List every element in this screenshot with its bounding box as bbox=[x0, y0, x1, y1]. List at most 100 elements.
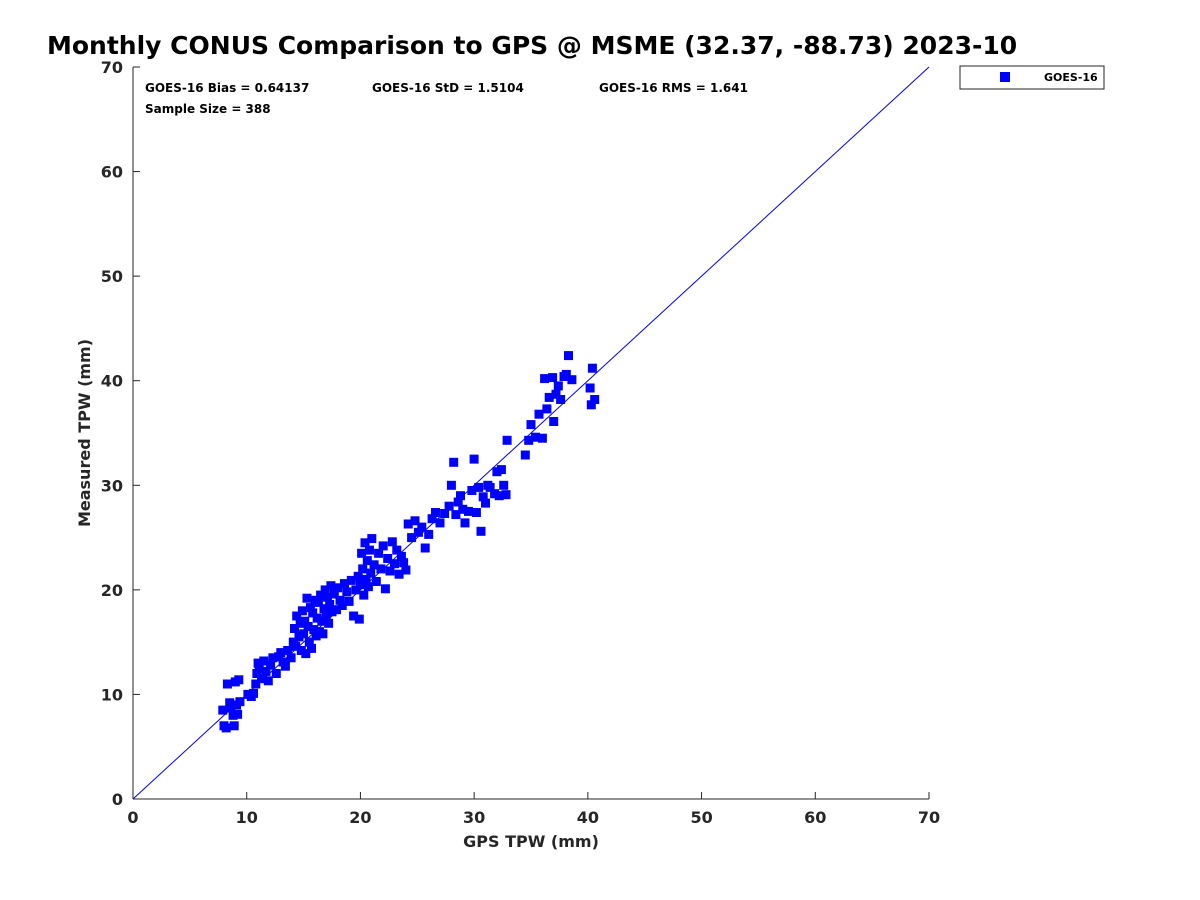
data-point bbox=[354, 614, 364, 624]
data-point bbox=[235, 697, 245, 707]
data-point bbox=[544, 392, 554, 402]
data-point bbox=[307, 643, 316, 653]
data-point bbox=[471, 508, 481, 517]
data-point bbox=[261, 666, 271, 676]
data-point bbox=[499, 480, 509, 490]
data-point bbox=[266, 660, 276, 670]
data-point bbox=[276, 648, 286, 658]
data-point bbox=[464, 506, 473, 516]
data-point bbox=[362, 556, 372, 566]
data-point bbox=[392, 545, 402, 555]
data-point bbox=[474, 482, 484, 492]
data-point bbox=[385, 566, 395, 576]
data-point bbox=[249, 688, 258, 698]
y-tick-label: 10 bbox=[101, 685, 123, 704]
data-point bbox=[431, 508, 440, 517]
data-point bbox=[456, 491, 465, 501]
data-point bbox=[329, 589, 339, 599]
data-point bbox=[349, 611, 359, 621]
data-point bbox=[280, 661, 290, 671]
data-point bbox=[490, 489, 500, 499]
data-point bbox=[324, 618, 334, 628]
y-tick-label: 60 bbox=[101, 163, 123, 182]
data-point bbox=[313, 597, 323, 607]
data-point bbox=[335, 595, 345, 605]
data-point bbox=[325, 600, 335, 609]
data-point bbox=[337, 601, 347, 610]
data-point bbox=[390, 559, 399, 569]
x-tick-label: 70 bbox=[918, 808, 940, 827]
data-point bbox=[361, 574, 371, 584]
data-point bbox=[357, 548, 367, 558]
data-point bbox=[413, 527, 423, 537]
y-axis-label: Measured TPW (mm) bbox=[75, 339, 94, 527]
data-point bbox=[420, 543, 430, 553]
data-point bbox=[485, 482, 495, 492]
data-point bbox=[371, 577, 381, 586]
data-point bbox=[233, 709, 243, 719]
data-point bbox=[290, 624, 299, 633]
data-point bbox=[294, 632, 304, 642]
x-tick-label: 0 bbox=[127, 808, 138, 827]
data-point bbox=[301, 649, 311, 659]
data-point bbox=[229, 721, 239, 731]
data-point bbox=[469, 454, 479, 464]
data-point bbox=[300, 616, 310, 626]
data-point bbox=[417, 522, 427, 532]
data-point bbox=[481, 498, 490, 508]
data-point bbox=[221, 723, 231, 733]
data-point bbox=[355, 580, 365, 590]
data-point bbox=[351, 585, 361, 595]
data-point bbox=[440, 509, 450, 518]
data-point bbox=[585, 383, 595, 393]
data-point bbox=[564, 351, 573, 361]
data-point bbox=[451, 510, 461, 520]
data-point bbox=[494, 491, 504, 501]
data-point bbox=[317, 616, 327, 626]
data-point bbox=[366, 568, 376, 578]
data-point bbox=[225, 698, 235, 708]
data-point bbox=[496, 465, 506, 475]
stat-rms: GOES-16 RMS = 1.641 bbox=[599, 81, 748, 95]
x-tick-label: 30 bbox=[463, 808, 485, 827]
data-point bbox=[467, 486, 477, 495]
data-point bbox=[549, 417, 559, 426]
data-point bbox=[369, 560, 379, 570]
data-point bbox=[292, 611, 302, 621]
data-point bbox=[318, 629, 328, 639]
data-point bbox=[222, 679, 232, 689]
data-point bbox=[502, 435, 512, 445]
data-point bbox=[537, 433, 547, 443]
data-point bbox=[396, 551, 406, 561]
x-tick-label: 10 bbox=[236, 808, 258, 827]
data-point bbox=[321, 611, 331, 621]
data-point bbox=[586, 400, 596, 410]
y-tick-label: 70 bbox=[101, 58, 123, 77]
data-point bbox=[587, 363, 597, 373]
data-points-layer bbox=[218, 351, 600, 733]
data-point bbox=[394, 569, 404, 579]
x-tick-label: 50 bbox=[690, 808, 712, 827]
data-point bbox=[476, 526, 486, 536]
legend-label: GOES-16 bbox=[1044, 71, 1098, 84]
data-point bbox=[342, 587, 352, 597]
data-point bbox=[299, 629, 309, 639]
data-point bbox=[346, 575, 356, 585]
legend-box bbox=[959, 65, 1105, 90]
data-point bbox=[363, 582, 373, 592]
x-tick-label: 60 bbox=[804, 808, 826, 827]
stat-sample-size: Sample Size = 388 bbox=[145, 102, 271, 116]
data-point bbox=[542, 404, 552, 414]
data-point bbox=[460, 518, 470, 528]
data-point bbox=[590, 395, 600, 404]
data-point bbox=[291, 641, 301, 651]
data-point bbox=[407, 533, 417, 543]
data-point bbox=[365, 545, 374, 555]
data-point bbox=[561, 369, 571, 379]
data-point bbox=[344, 596, 354, 606]
data-point bbox=[427, 514, 437, 524]
y-tick-label: 0 bbox=[112, 790, 123, 809]
data-point bbox=[553, 381, 563, 391]
data-point bbox=[551, 389, 561, 399]
